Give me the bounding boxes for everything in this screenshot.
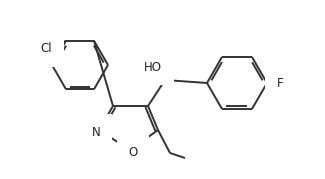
- Text: Cl: Cl: [40, 42, 52, 55]
- Text: HO: HO: [144, 61, 162, 74]
- Text: N: N: [92, 125, 100, 139]
- Text: O: O: [128, 146, 137, 159]
- Text: F: F: [277, 76, 283, 90]
